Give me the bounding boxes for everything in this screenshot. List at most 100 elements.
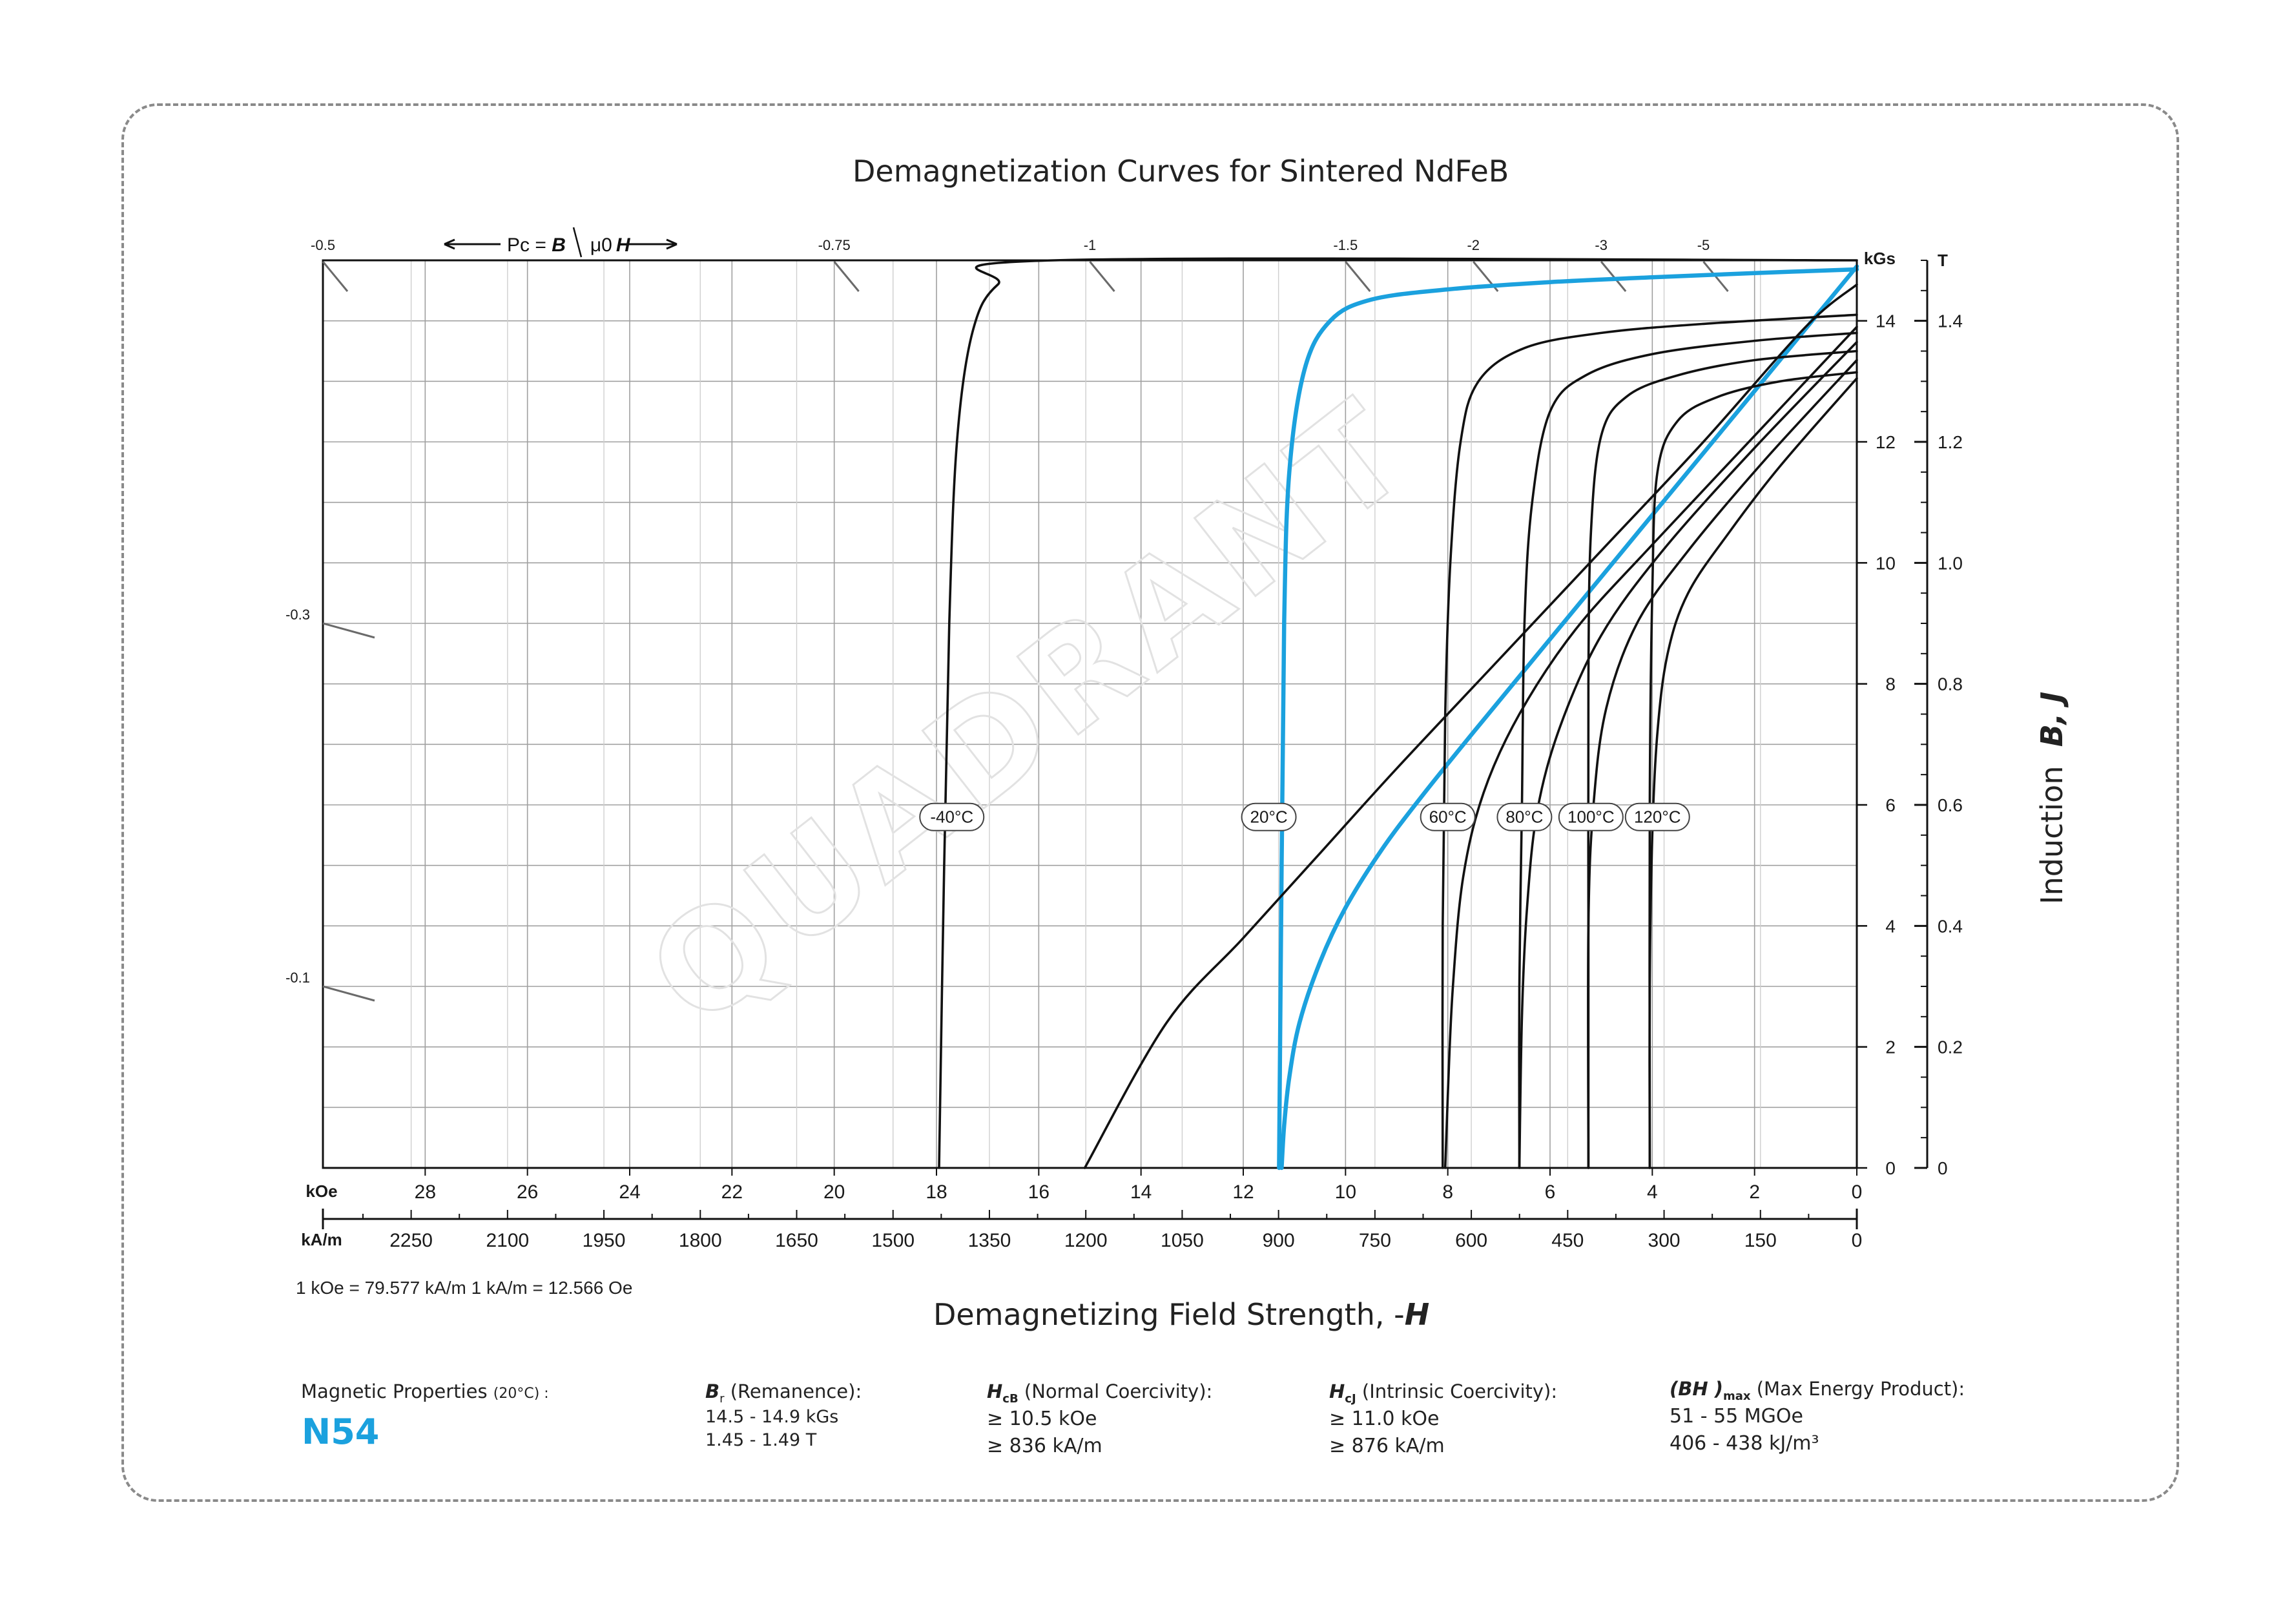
curve-label: 120°C	[1634, 807, 1681, 827]
curve-label-badge	[1624, 802, 1690, 831]
curve-intrinsic-100c	[1587, 349, 1858, 1169]
permeance-tick-label: -0.3	[285, 607, 310, 623]
hcb-symbol: H	[987, 1380, 1003, 1402]
properties-heading-text: Magnetic Properties	[301, 1380, 488, 1402]
curve-label: 20°C	[1250, 807, 1288, 827]
kam-unit-label: kA/m	[301, 1230, 342, 1249]
kam-tick-label: 2250	[389, 1230, 433, 1251]
koe-unit-label: kOe	[305, 1181, 337, 1201]
br-label: (Remanence):	[730, 1380, 862, 1402]
hcj-sub: cJ	[1345, 1391, 1356, 1406]
x-axis-title: Demagnetizing Field Strength, -H	[933, 1297, 1429, 1332]
bh-value-kjm3: 406 - 438 kJ/m³	[1670, 1431, 1819, 1455]
koe-tick-label: 26	[517, 1181, 538, 1203]
permeance-tick-label: -0.1	[285, 970, 310, 986]
t-tick-label: 1.4	[1938, 311, 1963, 331]
permeance-tick	[322, 985, 375, 1002]
chart-title: Demagnetization Curves for Sintered NdFe…	[853, 154, 1509, 189]
permeance-tick	[833, 261, 860, 292]
property-normal-coercivity: HcB (Normal Coercivity): ≥ 10.5 kOe ≥ 83…	[987, 1380, 1212, 1460]
t-tick-label: 0.4	[1938, 916, 1963, 936]
permeance-tick	[1345, 261, 1371, 292]
hcb-value-koe: ≥ 10.5 kOe	[987, 1407, 1097, 1430]
permeance-tick	[1600, 261, 1627, 292]
curve-intrinsic-120c	[1648, 371, 1858, 1169]
bh-sub: max	[1722, 1389, 1751, 1403]
hcj-symbol: H	[1329, 1380, 1345, 1402]
koe-tick-label: 4	[1647, 1181, 1658, 1203]
curve-normal-100c	[1587, 359, 1858, 1169]
unit-conversion-note: 1 kOe = 79.577 kA/m 1 kA/m = 12.566 Oe	[296, 1278, 633, 1298]
curve-normal-20c	[1279, 264, 1859, 1170]
curve-label: 100°C	[1567, 807, 1615, 827]
koe-tick-label: 24	[619, 1181, 640, 1203]
curve-normal-permeance	[1083, 283, 1858, 1169]
kam-tick-label: 2100	[486, 1230, 529, 1251]
bh-value-mgoe: 51 - 55 MGOe	[1670, 1404, 1803, 1428]
kam-tick-label: 1650	[775, 1230, 818, 1251]
property-max-energy-product: (BH )max (Max Energy Product): 51 - 55 M…	[1670, 1378, 1965, 1457]
permeance-tick	[1089, 261, 1115, 292]
hcb-sub: cB	[1002, 1391, 1019, 1406]
kam-tick-label: 1800	[679, 1230, 722, 1251]
kgs-tick-label: 2	[1885, 1037, 1896, 1057]
permeance-tick-label: -5	[1697, 237, 1710, 253]
kgs-unit-label: kGs	[1864, 249, 1896, 268]
t-tick-label: 1.2	[1938, 432, 1963, 452]
curves	[938, 257, 1859, 1170]
curve-label-badge	[1420, 802, 1476, 831]
bh-symbol: (BH )	[1670, 1378, 1723, 1400]
kgs-tick-label: 10	[1876, 553, 1896, 573]
y-axis-title: Induction B, J	[2034, 692, 2069, 904]
kgs-tick-label: 8	[1885, 674, 1896, 694]
permeance-tick-label: -2	[1467, 237, 1480, 253]
grid	[323, 260, 1857, 1168]
permeance-tick-label: -0.75	[818, 237, 851, 253]
curve-intrinsic-80c	[1518, 331, 1858, 1169]
kgs-tick-label: 14	[1876, 311, 1896, 331]
t-tick-label: 1.0	[1938, 553, 1963, 573]
grade-label: N54	[302, 1411, 380, 1452]
properties-heading-temp: (20°C) :	[493, 1386, 549, 1402]
koe-tick-label: 16	[1028, 1181, 1050, 1203]
bh-label: (Max Energy Product):	[1756, 1378, 1965, 1400]
properties-heading: Magnetic Properties (20°C) :	[301, 1380, 549, 1402]
arrow-right-icon	[620, 238, 677, 250]
grid-kam	[410, 260, 1761, 1168]
kam-tick-label: 900	[1263, 1230, 1295, 1251]
kgs-tick-label: 0	[1885, 1158, 1896, 1178]
kam-tick-label: 750	[1359, 1230, 1391, 1251]
t-tick-label: 0	[1938, 1158, 1948, 1178]
permeance-tick-label: -1.5	[1333, 237, 1358, 253]
koe-tick-label: 14	[1130, 1181, 1152, 1203]
curve-intrinsic-minus40c	[938, 257, 1858, 1169]
curve-normal-120c	[1648, 377, 1858, 1169]
curve-intrinsic-60c	[1441, 313, 1858, 1169]
kam-tick-label: 1200	[1064, 1230, 1108, 1251]
koe-tick-label: 0	[1852, 1181, 1863, 1203]
permeance-tick	[322, 622, 375, 639]
curve-label-badge	[919, 802, 985, 831]
page-frame	[121, 103, 2179, 1502]
koe-tick-label: 22	[721, 1181, 743, 1203]
koe-tick-label: 28	[415, 1181, 436, 1203]
property-remanence: Br (Remanence): 14.5 - 14.9 kGs 1.45 - 1…	[705, 1380, 862, 1452]
koe-tick-label: 20	[823, 1181, 845, 1203]
br-value-t: 1.45 - 1.49 T	[705, 1430, 817, 1450]
t-unit-label: T	[1938, 251, 1948, 270]
hcb-label: (Normal Coercivity):	[1024, 1380, 1213, 1402]
curve-label-badge	[1558, 802, 1624, 831]
y-axis-title-symbol: B, J	[2034, 691, 2069, 747]
koe-tick-label: 12	[1232, 1181, 1254, 1203]
t-tick-label: 0.6	[1938, 795, 1963, 815]
koe-tick-label: 2	[1749, 1181, 1760, 1203]
y-axis-title-text: Induction	[2034, 765, 2069, 904]
permeance-tick-label: -1	[1084, 237, 1097, 253]
curve-label-badge	[1496, 802, 1553, 831]
permeance-tick	[322, 261, 349, 292]
kam-tick-label: 450	[1551, 1230, 1584, 1251]
br-value-kgs: 14.5 - 14.9 kGs	[705, 1406, 839, 1427]
koe-tick-label: 10	[1335, 1181, 1356, 1203]
